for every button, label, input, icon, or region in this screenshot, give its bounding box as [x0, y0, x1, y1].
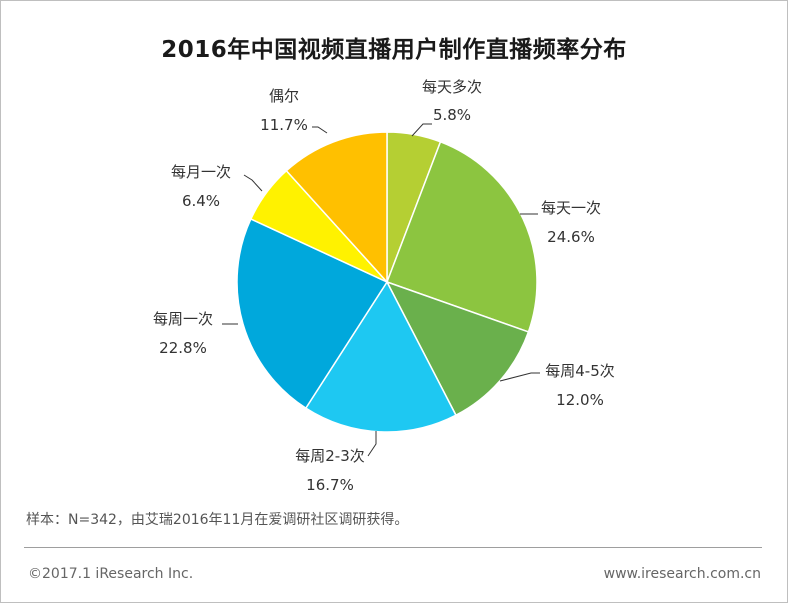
slice-label: 每周4-5次 [545, 362, 615, 380]
leader-line [499, 372, 540, 382]
slice-value-label: 22.8% [159, 339, 207, 357]
slice-value-label: 12.0% [556, 391, 604, 409]
leader-line [367, 431, 377, 457]
slice-label: 每月一次 [171, 163, 231, 181]
pie-slice [285, 131, 388, 284]
slice-label: 每周一次 [153, 310, 213, 328]
pie-slice [386, 140, 538, 333]
sample-note: 样本：N=342，由艾瑞2016年11月在爱调研社区调研获得。 [26, 512, 409, 528]
chart-title: 2016年中国视频直播用户制作直播频率分布 [161, 37, 627, 63]
slice-label: 每天一次 [541, 199, 601, 217]
leader-line [312, 126, 328, 134]
slice-label: 偶尔 [269, 87, 299, 105]
footer-divider [24, 547, 762, 548]
slice-value-label: 5.8% [433, 106, 471, 124]
slice-label: 每周2-3次 [295, 447, 365, 465]
leader-line [243, 174, 263, 192]
copyright-text: ©2017.1 iResearch Inc. [28, 566, 194, 582]
website-text: www.iresearch.com.cn [603, 566, 761, 582]
pie-slice [236, 217, 389, 410]
slice-value-label: 6.4% [182, 192, 220, 210]
slice-value-label: 24.6% [547, 228, 595, 246]
leader-line [411, 123, 432, 137]
slice-value-label: 16.7% [306, 476, 354, 494]
slice-label: 每天多次 [422, 78, 482, 96]
slice-value-label: 11.7% [260, 116, 308, 134]
pie-slice [304, 280, 457, 433]
